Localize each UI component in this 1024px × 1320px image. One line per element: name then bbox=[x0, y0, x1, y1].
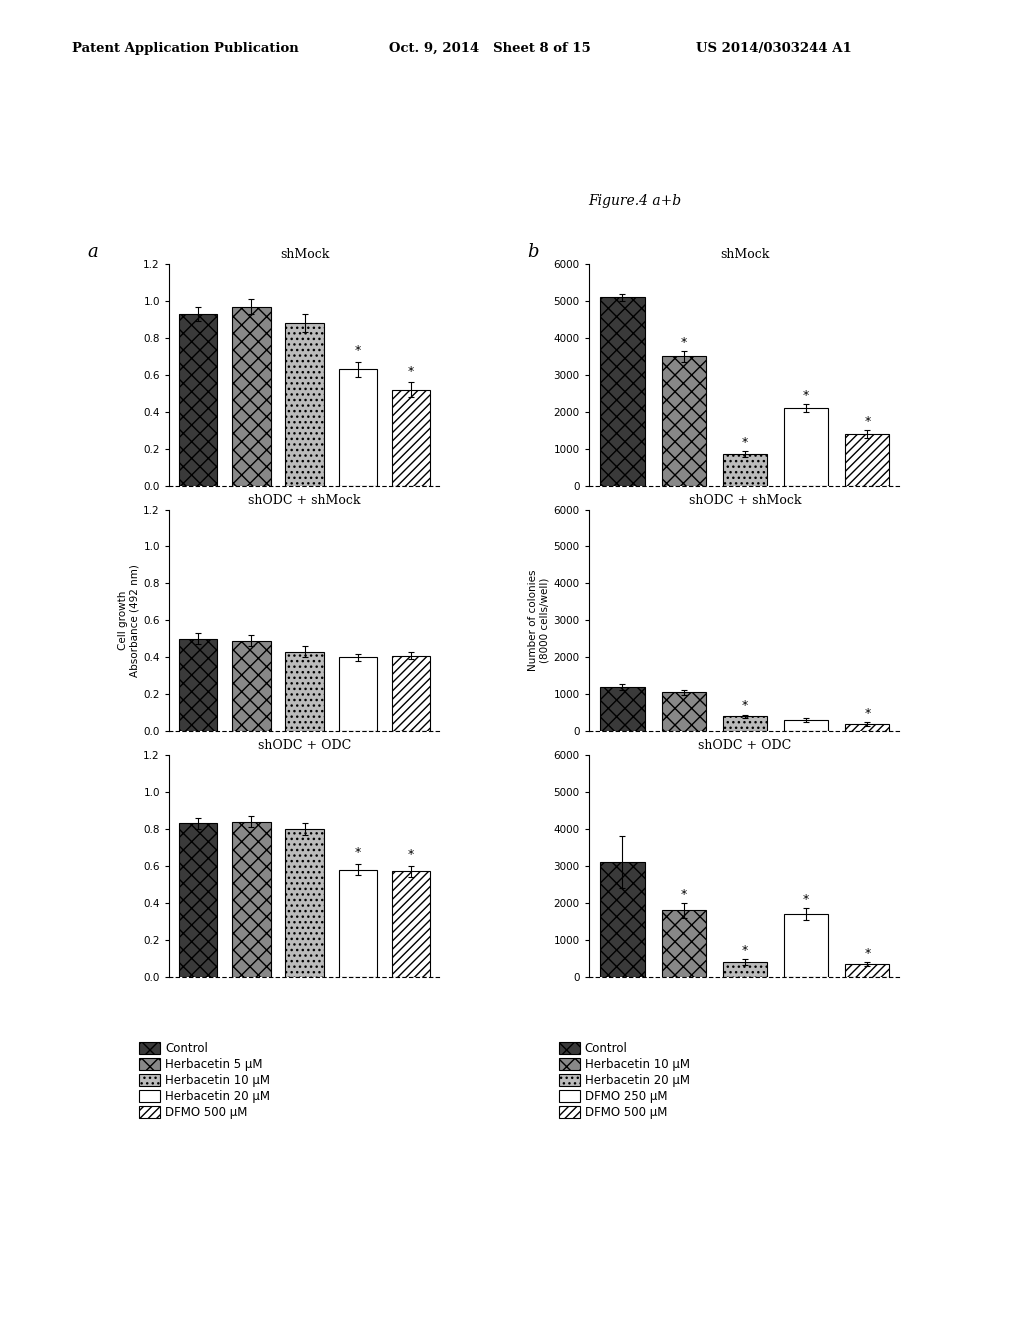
Text: *: * bbox=[741, 436, 749, 449]
Bar bbox=[784, 721, 828, 731]
Text: *: * bbox=[354, 846, 361, 859]
Title: shODC + ODC: shODC + ODC bbox=[698, 739, 792, 752]
Title: shODC + shMock: shODC + shMock bbox=[689, 494, 801, 507]
Bar bbox=[232, 640, 270, 731]
Y-axis label: Number of colonies
(8000 cells/well): Number of colonies (8000 cells/well) bbox=[528, 570, 550, 671]
Bar bbox=[723, 717, 767, 731]
Bar bbox=[392, 389, 430, 486]
Bar bbox=[232, 821, 270, 977]
Text: b: b bbox=[527, 243, 539, 261]
Text: Patent Application Publication: Patent Application Publication bbox=[72, 42, 298, 55]
Bar bbox=[600, 862, 644, 977]
Text: *: * bbox=[864, 414, 870, 428]
Bar bbox=[662, 693, 706, 731]
Bar bbox=[339, 870, 377, 977]
Bar bbox=[179, 824, 217, 977]
Bar bbox=[784, 913, 828, 977]
Text: *: * bbox=[681, 887, 687, 900]
Bar bbox=[339, 657, 377, 731]
Text: *: * bbox=[741, 944, 749, 957]
Bar bbox=[662, 911, 706, 977]
Text: *: * bbox=[864, 706, 870, 719]
Text: Figure.4 a+b: Figure.4 a+b bbox=[589, 194, 681, 207]
Text: *: * bbox=[408, 364, 414, 378]
Bar bbox=[179, 639, 217, 731]
Text: *: * bbox=[741, 700, 749, 713]
Y-axis label: Cell growth
Absorbance (492 nm): Cell growth Absorbance (492 nm) bbox=[118, 564, 139, 677]
Bar bbox=[846, 964, 890, 977]
Bar bbox=[339, 370, 377, 486]
Bar bbox=[784, 408, 828, 486]
Bar bbox=[286, 323, 324, 486]
Text: *: * bbox=[803, 389, 809, 403]
Bar bbox=[232, 306, 270, 486]
Bar bbox=[600, 297, 644, 486]
Bar bbox=[723, 962, 767, 977]
Bar bbox=[846, 434, 890, 486]
Text: *: * bbox=[681, 335, 687, 348]
Title: shMock: shMock bbox=[720, 248, 770, 261]
Bar bbox=[179, 314, 217, 486]
Bar bbox=[662, 356, 706, 486]
Title: shODC + shMock: shODC + shMock bbox=[249, 494, 360, 507]
Bar bbox=[600, 686, 644, 731]
Text: *: * bbox=[803, 894, 809, 907]
Text: a: a bbox=[87, 243, 97, 261]
Bar bbox=[723, 454, 767, 486]
Bar bbox=[846, 723, 890, 731]
Text: Oct. 9, 2014   Sheet 8 of 15: Oct. 9, 2014 Sheet 8 of 15 bbox=[389, 42, 591, 55]
Text: *: * bbox=[864, 946, 870, 960]
Title: shODC + ODC: shODC + ODC bbox=[258, 739, 351, 752]
Text: *: * bbox=[354, 345, 361, 358]
Text: US 2014/0303244 A1: US 2014/0303244 A1 bbox=[696, 42, 852, 55]
Text: *: * bbox=[408, 849, 414, 862]
Title: shMock: shMock bbox=[280, 248, 330, 261]
Bar bbox=[286, 829, 324, 977]
Bar bbox=[392, 871, 430, 977]
Bar bbox=[286, 652, 324, 731]
Bar bbox=[392, 656, 430, 731]
Legend: Control, Herbacetin 10 μM, Herbacetin 20 μM, DFMO 250 μM, DFMO 500 μM: Control, Herbacetin 10 μM, Herbacetin 20… bbox=[559, 1041, 690, 1119]
Legend: Control, Herbacetin 5 μM, Herbacetin 10 μM, Herbacetin 20 μM, DFMO 500 μM: Control, Herbacetin 5 μM, Herbacetin 10 … bbox=[139, 1041, 270, 1119]
